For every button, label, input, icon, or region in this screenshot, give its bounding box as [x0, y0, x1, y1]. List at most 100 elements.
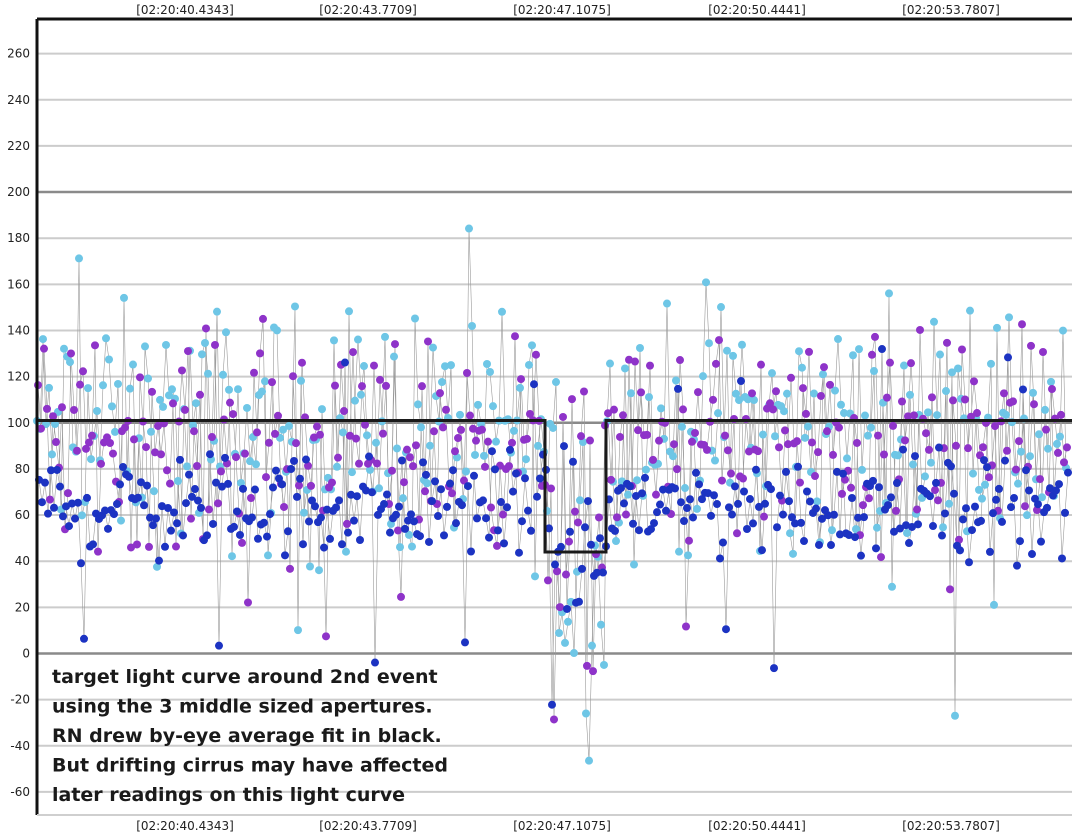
- data-point: [162, 340, 170, 349]
- data-point: [299, 540, 307, 549]
- data-point: [349, 348, 357, 357]
- data-point: [716, 554, 724, 563]
- data-point: [411, 314, 419, 323]
- data-point: [209, 519, 217, 528]
- data-point: [755, 502, 763, 511]
- data-point: [820, 363, 828, 372]
- data-point: [839, 469, 847, 478]
- data-point: [707, 511, 715, 520]
- data-point: [196, 390, 204, 399]
- data-point: [806, 497, 814, 506]
- data-point: [1014, 479, 1022, 488]
- data-point: [942, 387, 950, 396]
- series-connector: [38, 349, 1069, 705]
- data-point: [56, 482, 64, 491]
- data-point: [215, 641, 223, 650]
- data-point: [934, 496, 942, 505]
- y-tick-label: 260: [7, 47, 30, 61]
- data-point: [226, 398, 234, 407]
- data-point: [146, 513, 154, 522]
- data-point: [669, 452, 677, 461]
- data-point: [62, 502, 70, 511]
- data-point: [900, 361, 908, 370]
- data-point: [311, 502, 319, 511]
- data-point: [776, 491, 784, 500]
- data-point: [152, 514, 160, 523]
- data-point: [977, 516, 985, 525]
- data-point: [446, 479, 454, 488]
- data-point: [198, 350, 206, 359]
- data-point: [176, 455, 184, 464]
- data-point: [759, 430, 767, 439]
- data-point: [544, 576, 552, 585]
- data-point: [745, 447, 753, 456]
- y-tick-label: 200: [7, 185, 30, 199]
- data-point: [831, 386, 839, 395]
- data-point: [717, 303, 725, 312]
- data-point: [995, 484, 1003, 493]
- data-point: [243, 403, 251, 412]
- y-tick-label: 160: [7, 277, 30, 291]
- data-point: [64, 489, 72, 498]
- data-point: [339, 428, 347, 437]
- data-point: [293, 492, 301, 501]
- data-point: [950, 489, 958, 498]
- data-point: [990, 600, 998, 609]
- data-point: [633, 476, 641, 485]
- data-point: [723, 346, 731, 355]
- data-point: [929, 522, 937, 531]
- data-point: [1058, 554, 1066, 563]
- data-point: [886, 358, 894, 367]
- data-point: [786, 529, 794, 538]
- y-tick-label: 140: [7, 323, 30, 337]
- data-point: [931, 486, 939, 495]
- data-point: [1056, 432, 1064, 441]
- data-point: [583, 661, 591, 670]
- data-point: [481, 462, 489, 471]
- data-point: [750, 396, 758, 405]
- data-point: [1023, 511, 1031, 520]
- annotation-line: using the 3 middle sized apertures.: [52, 696, 433, 718]
- data-point: [642, 465, 650, 474]
- data-point: [334, 453, 342, 462]
- data-point: [412, 441, 420, 450]
- data-point: [1054, 448, 1062, 457]
- data-point: [983, 463, 991, 472]
- data-point: [322, 632, 330, 641]
- data-point: [133, 540, 141, 549]
- data-point: [860, 513, 868, 522]
- data-point: [689, 513, 697, 522]
- data-point: [909, 460, 917, 469]
- data-point: [1060, 458, 1068, 467]
- data-point: [617, 484, 625, 493]
- data-point: [462, 467, 470, 476]
- data-point: [228, 552, 236, 561]
- data-point: [472, 436, 480, 445]
- data-point: [416, 532, 424, 541]
- x-tick-label-bottom: [02:20:50.4441]: [708, 819, 806, 832]
- data-point: [518, 517, 526, 526]
- data-point: [405, 530, 413, 539]
- data-point: [630, 560, 638, 569]
- data-point: [342, 547, 350, 556]
- data-point: [399, 494, 407, 503]
- data-point: [190, 427, 198, 436]
- y-tick-label: 220: [7, 139, 30, 153]
- data-point: [173, 519, 181, 528]
- data-point: [214, 499, 222, 508]
- data-point: [812, 504, 820, 513]
- data-point: [859, 501, 867, 510]
- data-point: [266, 510, 274, 519]
- data-point: [939, 523, 947, 532]
- y-tick-label: 20: [15, 600, 30, 614]
- data-point: [1007, 503, 1015, 512]
- data-point: [80, 634, 88, 643]
- data-point: [163, 466, 171, 475]
- data-point: [606, 359, 614, 368]
- data-point: [749, 519, 757, 528]
- data-point: [885, 289, 893, 298]
- data-point: [503, 503, 511, 512]
- data-point: [772, 387, 780, 396]
- data-point: [861, 411, 869, 420]
- data-point: [789, 549, 797, 558]
